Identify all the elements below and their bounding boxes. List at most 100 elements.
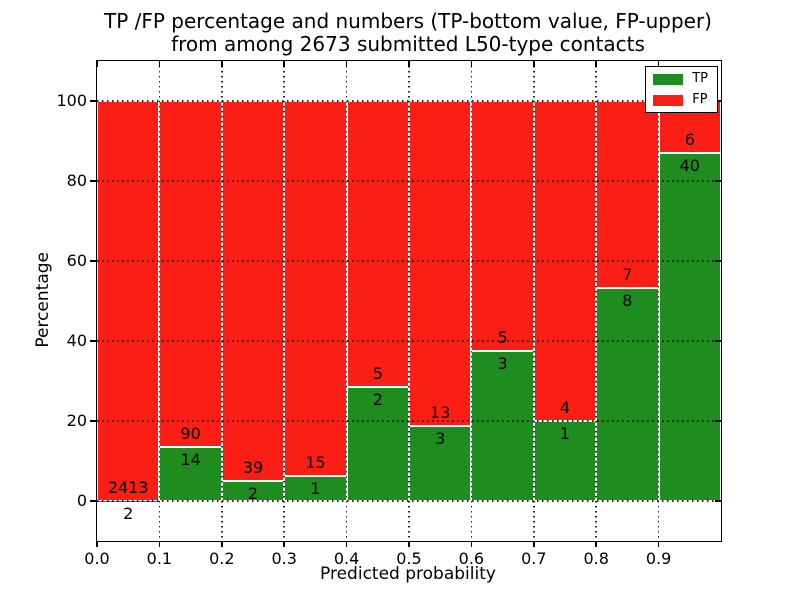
bar-segment-tp <box>471 351 534 501</box>
y-tick-label: 80 <box>66 171 87 190</box>
legend-item-tp: TP <box>653 72 708 86</box>
tp-count-label: 2 <box>372 389 383 409</box>
fp-count-label: 5 <box>372 363 383 383</box>
x-tick-mark-bottom <box>595 541 597 547</box>
x-tick-label: 0.5 <box>396 549 422 568</box>
y-tick-label: 20 <box>66 411 87 430</box>
legend-swatch-tp <box>653 73 684 85</box>
bar-segment-fp <box>284 101 347 476</box>
x-tick-mark-bottom <box>345 541 348 547</box>
bar-segment-fp <box>97 101 160 501</box>
y-tick-mark-left <box>89 180 96 182</box>
tp-count-label: 3 <box>435 429 446 448</box>
x-tick-label: 0.7 <box>521 549 547 568</box>
x-tick-mark-bottom <box>283 541 285 547</box>
x-tick-mark-bottom <box>533 541 535 547</box>
bar-segment-fp <box>221 101 285 482</box>
y-tick-label: 40 <box>66 331 87 350</box>
y-tick-mark-right <box>715 180 721 182</box>
legend-item-fp: FP <box>653 93 708 107</box>
x-tick-mark-top <box>657 61 660 67</box>
x-tick-mark-top <box>595 61 597 67</box>
gridline-vertical <box>345 61 348 541</box>
chart-title-line2: from among 2673 submitted L50-type conta… <box>171 32 645 56</box>
fp-count-label: 13 <box>430 403 451 422</box>
gridline-vertical <box>470 61 473 541</box>
x-tick-mark-top <box>408 61 410 67</box>
tp-count-label: 1 <box>310 479 321 498</box>
fp-count-label: 5 <box>497 328 508 347</box>
x-tick-mark-top <box>345 61 348 67</box>
fp-count-label: 90 <box>180 424 201 444</box>
x-tick-mark-bottom <box>470 541 473 547</box>
bar-segment-fp <box>346 101 409 387</box>
y-tick-mark-left <box>89 340 96 342</box>
y-tick-mark-right <box>715 340 721 342</box>
x-tick-label: 0.3 <box>271 549 297 568</box>
tp-count-label: 2 <box>123 503 134 523</box>
x-tick-label: 0.2 <box>209 549 235 568</box>
y-tick-label: 0 <box>76 491 87 510</box>
tp-count-label: 1 <box>559 424 571 443</box>
x-tick-label: 0.4 <box>333 549 360 568</box>
y-tick-mark-right <box>715 420 721 422</box>
fp-count-label: 6 <box>684 130 695 150</box>
y-tick-mark-right <box>715 500 721 502</box>
bar-segment-fp <box>409 101 472 426</box>
x-tick-label: 0.6 <box>458 549 485 568</box>
x-tick-label: 0.9 <box>645 549 672 568</box>
gridline-vertical <box>158 61 161 541</box>
chart-title-line1: TP /FP percentage and numbers (TP-bottom… <box>104 9 712 33</box>
bar-segment-tp <box>596 287 659 501</box>
gridline-vertical <box>221 61 223 541</box>
gridline-vertical <box>533 61 535 541</box>
x-tick-mark-bottom <box>221 541 223 547</box>
x-tick-mark-top <box>470 61 473 67</box>
y-tick-mark-left <box>89 100 96 102</box>
x-tick-mark-bottom <box>657 541 660 547</box>
legend-swatch-fp <box>653 94 684 106</box>
y-tick-label: 60 <box>66 251 87 270</box>
x-tick-mark-top <box>221 61 223 67</box>
y-tick-mark-left <box>89 500 96 502</box>
fp-count-label: 7 <box>622 264 633 284</box>
gridline-vertical <box>283 61 285 541</box>
tp-count-label: 8 <box>622 290 633 310</box>
legend-label-fp: FP <box>692 92 708 107</box>
bar-segment-tp <box>658 153 721 501</box>
gridline-vertical <box>595 61 597 541</box>
x-tick-mark-bottom <box>408 541 410 547</box>
y-axis-label: Percentage <box>33 252 53 348</box>
y-tick-mark-left <box>89 260 96 262</box>
y-tick-label: 100 <box>56 91 87 110</box>
x-tick-mark-bottom <box>158 541 161 547</box>
bar-segment-fp <box>159 101 222 448</box>
tp-count-label: 14 <box>180 450 201 470</box>
x-tick-mark-top <box>158 61 161 67</box>
gridline-vertical <box>657 61 660 541</box>
fp-count-label: 4 <box>559 398 571 417</box>
x-tick-label: 0.1 <box>146 549 173 568</box>
bar-segment-fp <box>471 101 534 351</box>
tp-count-label: 40 <box>679 156 700 176</box>
y-tick-mark-right <box>715 100 721 102</box>
fp-count-label: 15 <box>305 453 326 472</box>
tp-count-label: 3 <box>497 354 508 373</box>
x-tick-mark-top <box>283 61 285 67</box>
y-tick-mark-right <box>715 260 721 262</box>
fp-count-label: 39 <box>242 458 264 478</box>
x-tick-label: 0.0 <box>84 549 110 568</box>
gridline-vertical <box>408 61 410 541</box>
tp-count-label: 2 <box>247 484 259 504</box>
x-tick-mark-top <box>533 61 535 67</box>
x-axis-label: Predicted probability <box>320 564 496 584</box>
x-tick-mark-bottom <box>96 541 98 547</box>
legend: TP FP <box>645 66 718 113</box>
x-tick-label: 0.8 <box>583 549 609 568</box>
y-tick-mark-left <box>89 420 96 422</box>
x-tick-mark-top <box>96 61 98 67</box>
fp-count-label: 2413 <box>107 477 149 497</box>
legend-label-tp: TP <box>692 71 708 86</box>
plot-area: TP FP 2413 2 90 14 39 2 15 1 5 2 13 3 5 3 4 1 7 8 6 40 0.0 0.1… <box>56 60 722 568</box>
